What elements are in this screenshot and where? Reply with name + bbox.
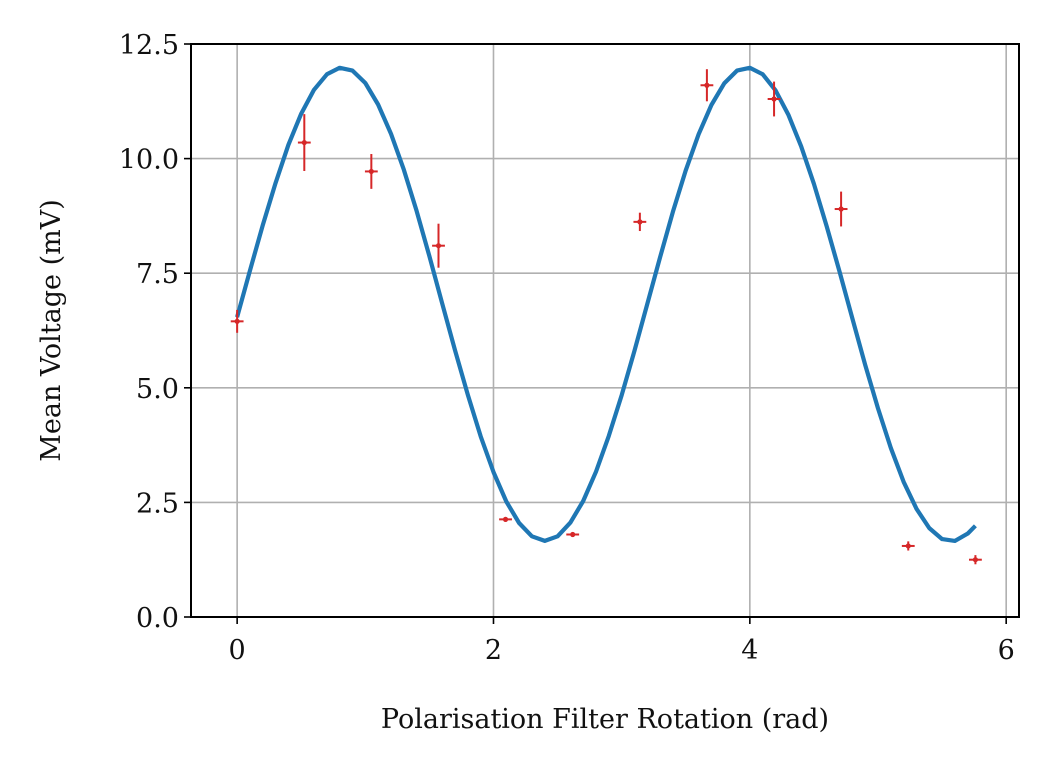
point-marker xyxy=(435,243,442,249)
x-tick-label: 6 xyxy=(998,635,1015,666)
y-tick-label: 12.5 xyxy=(119,30,179,61)
data-point xyxy=(432,223,445,268)
y-tick-label: 2.5 xyxy=(136,488,179,519)
point-marker xyxy=(704,82,710,88)
y-tick-label: 0.0 xyxy=(136,603,179,634)
y-tick-label: 5.0 xyxy=(136,374,179,405)
x-tick-label: 0 xyxy=(229,635,246,666)
point-marker xyxy=(637,219,643,225)
point-marker xyxy=(972,557,979,563)
x-axis-ticks: 0 2 4 6 xyxy=(229,617,1015,666)
point-marker xyxy=(502,516,509,522)
data-point xyxy=(767,81,781,117)
y-tick-label: 7.5 xyxy=(136,259,179,290)
grid-lines xyxy=(191,43,1019,618)
fit-curve-layer xyxy=(235,65,977,543)
data-point xyxy=(700,69,714,102)
point-marker xyxy=(771,96,777,102)
x-axis-title: Polarisation Filter Rotation (rad) xyxy=(381,704,829,735)
point-marker xyxy=(570,531,576,538)
x-tick-label: 4 xyxy=(741,635,758,666)
data-point xyxy=(364,154,378,189)
point-marker xyxy=(301,139,307,146)
point-marker xyxy=(234,318,240,324)
y-axis-ticks: 0.0 2.5 5.0 7.5 10.0 12.5 xyxy=(119,30,191,634)
data-point xyxy=(834,191,848,227)
fit-curve xyxy=(235,65,977,543)
point-marker xyxy=(905,543,911,549)
data-point xyxy=(499,516,512,522)
data-point xyxy=(633,212,647,232)
data-point xyxy=(901,541,915,551)
plot-frame xyxy=(190,43,1020,618)
data-point xyxy=(566,531,580,538)
point-marker xyxy=(838,206,844,212)
y-tick-label: 10.0 xyxy=(119,145,179,176)
x-tick-label: 2 xyxy=(485,635,502,666)
data-point xyxy=(297,114,311,171)
point-marker xyxy=(368,168,374,175)
y-axis-title: Mean Voltage (mV) xyxy=(36,199,67,462)
data-point xyxy=(969,555,982,565)
data-point xyxy=(230,309,244,333)
data-points-layer xyxy=(230,69,982,565)
